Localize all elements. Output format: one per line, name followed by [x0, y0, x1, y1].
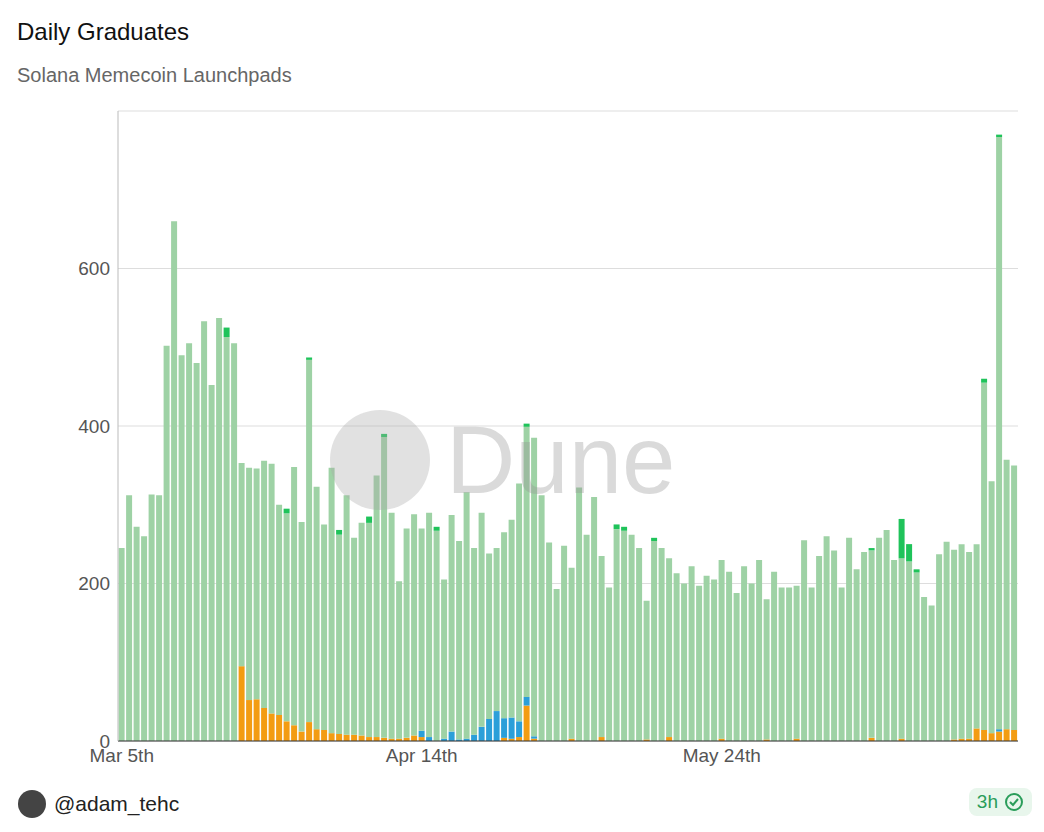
- html-text:Solana Memecoin Launchpads: Solana Memecoin Launchpads: [17, 64, 292, 86]
- svg-text:400: 400: [78, 416, 110, 437]
- html-text:Daily Graduates: Daily Graduates: [17, 18, 190, 45]
- svg-text:May 24th: May 24th: [683, 745, 761, 766]
- svg-text:600: 600: [78, 258, 110, 279]
- svg-text:0: 0: [99, 731, 110, 752]
- svg-text:Apr 14th: Apr 14th: [386, 745, 458, 766]
- svg-text:Mar 5th: Mar 5th: [89, 745, 154, 767]
- html-text:Dune: Dune: [446, 406, 676, 513]
- html-text:@adam_tehc: @adam_tehc: [54, 792, 180, 815]
- svg-text:200: 200: [78, 573, 110, 594]
- html-text:3h: 3h: [976, 791, 998, 812]
